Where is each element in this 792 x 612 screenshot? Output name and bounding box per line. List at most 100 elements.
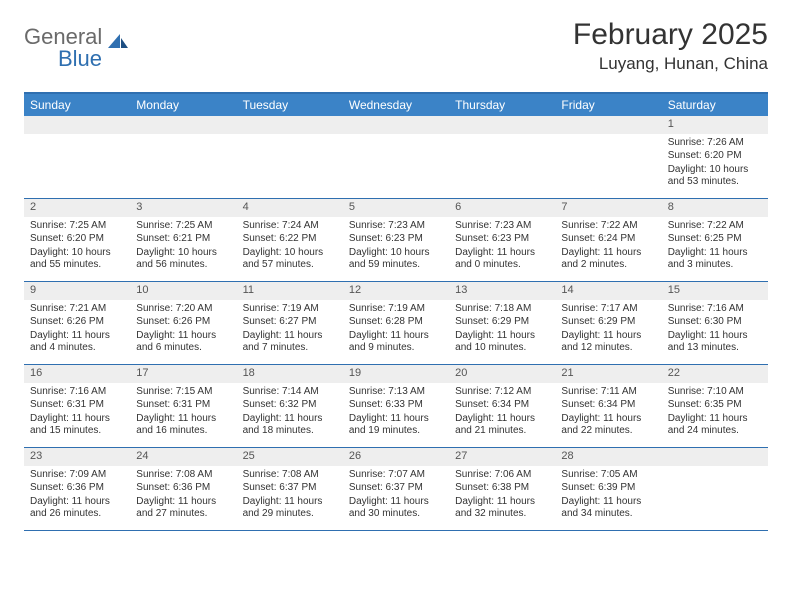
day-daylight: Daylight: 11 hours and 2 minutes.: [561, 247, 655, 272]
week-row: 2Sunrise: 7:25 AMSunset: 6:20 PMDaylight…: [24, 199, 768, 282]
day-sunset: Sunset: 6:20 PM: [668, 150, 762, 163]
day-sunset: Sunset: 6:39 PM: [561, 482, 655, 495]
day-number: .: [555, 116, 661, 134]
day-sunrise: Sunrise: 7:25 AM: [30, 220, 124, 233]
day-number: 9: [24, 282, 130, 300]
day-header-row: SundayMondayTuesdayWednesdayThursdayFrid…: [24, 94, 768, 116]
day-daylight: Daylight: 11 hours and 10 minutes.: [455, 330, 549, 355]
day-sunset: Sunset: 6:21 PM: [136, 233, 230, 246]
day-daylight: Daylight: 11 hours and 32 minutes.: [455, 496, 549, 521]
day-daylight: Daylight: 10 hours and 59 minutes.: [349, 247, 443, 272]
day-number: 13: [449, 282, 555, 300]
day-sunrise: Sunrise: 7:19 AM: [243, 303, 337, 316]
day-number: 1: [662, 116, 768, 134]
day-sunrise: Sunrise: 7:13 AM: [349, 386, 443, 399]
day-sunset: Sunset: 6:36 PM: [30, 482, 124, 495]
day-daylight: Daylight: 11 hours and 29 minutes.: [243, 496, 337, 521]
day-sunset: Sunset: 6:27 PM: [243, 316, 337, 329]
day-sunrise: Sunrise: 7:08 AM: [136, 469, 230, 482]
day-cell: 26Sunrise: 7:07 AMSunset: 6:37 PMDayligh…: [343, 448, 449, 530]
day-number: 17: [130, 365, 236, 383]
day-number: 23: [24, 448, 130, 466]
day-daylight: Daylight: 11 hours and 16 minutes.: [136, 413, 230, 438]
day-sunrise: Sunrise: 7:21 AM: [30, 303, 124, 316]
day-number: 20: [449, 365, 555, 383]
day-sunrise: Sunrise: 7:24 AM: [243, 220, 337, 233]
day-sunrise: Sunrise: 7:26 AM: [668, 137, 762, 150]
day-number: .: [343, 116, 449, 134]
day-cell: 3Sunrise: 7:25 AMSunset: 6:21 PMDaylight…: [130, 199, 236, 281]
day-number: 24: [130, 448, 236, 466]
day-cell: 15Sunrise: 7:16 AMSunset: 6:30 PMDayligh…: [662, 282, 768, 364]
day-sunrise: Sunrise: 7:20 AM: [136, 303, 230, 316]
day-cell: 19 Sunrise: 7:13 AMSunset: 6:33 PMDayligh…: [343, 365, 449, 447]
day-sunrise: Sunrise: 7:09 AM: [30, 469, 124, 482]
day-cell: 12Sunrise: 7:19 AMSunset: 6:28 PMDayligh…: [343, 282, 449, 364]
day-cell: 7Sunrise: 7:22 AMSunset: 6:24 PMDaylight…: [555, 199, 661, 281]
day-cell: .: [130, 116, 236, 198]
day-number: 16: [24, 365, 130, 383]
week-row: ......1Sunrise: 7:26 AMSunset: 6:20 PMDa…: [24, 116, 768, 199]
day-sunset: Sunset: 6:34 PM: [455, 399, 549, 412]
day-cell: 24Sunrise: 7:08 AMSunset: 6:36 PMDayligh…: [130, 448, 236, 530]
day-daylight: Daylight: 11 hours and 12 minutes.: [561, 330, 655, 355]
week-row: 23 Sunrise: 7:09 AMSunset: 6:36 PM Dayligh…: [24, 448, 768, 531]
day-daylight: Daylight: 11 hours and 6 minutes.: [136, 330, 230, 355]
day-daylight: Daylight: 11 hours and 19 minutes.: [349, 413, 443, 438]
day-header-cell: Wednesday: [343, 94, 449, 116]
day-sunrise: Sunrise: 7:10 AM: [668, 386, 762, 399]
day-cell: 6Sunrise: 7:23 AMSunset: 6:23 PMDaylight…: [449, 199, 555, 281]
day-sunset: Sunset: 6:35 PM: [668, 399, 762, 412]
day-sunset: Sunset: 6:38 PM: [455, 482, 549, 495]
day-cell: 1Sunrise: 7:26 AMSunset: 6:20 PMDaylight…: [662, 116, 768, 198]
day-daylight: Daylight: 11 hours and 21 minutes.: [455, 413, 549, 438]
day-number: 25: [237, 448, 343, 466]
day-daylight: Daylight: 11 hours and 0 minutes.: [455, 247, 549, 272]
day-header-cell: Tuesday: [237, 94, 343, 116]
day-sunrise: Sunrise: 7:25 AM: [136, 220, 230, 233]
day-header-cell: Saturday: [662, 94, 768, 116]
day-sunrise: Sunrise: 7:17 AM: [561, 303, 655, 316]
day-sunset: Sunset: 6:28 PM: [349, 316, 443, 329]
day-number: 11: [237, 282, 343, 300]
day-number: 12: [343, 282, 449, 300]
day-sunrise: Sunrise: 7:16 AM: [668, 303, 762, 316]
day-daylight: Daylight: 11 hours and 18 minutes.: [243, 413, 337, 438]
day-number: 28: [555, 448, 661, 466]
day-daylight: Daylight: 10 hours and 56 minutes.: [136, 247, 230, 272]
day-cell: 28Sunrise: 7:05 AMSunset: 6:39 PMDayligh…: [555, 448, 661, 530]
day-cell: 2Sunrise: 7:25 AMSunset: 6:20 PMDaylight…: [24, 199, 130, 281]
day-cell: .: [555, 116, 661, 198]
day-number: 15: [662, 282, 768, 300]
day-cell: 5Sunrise: 7:23 AMSunset: 6:23 PMDaylight…: [343, 199, 449, 281]
day-sunrise: Sunrise: 7:22 AM: [561, 220, 655, 233]
day-cell: .: [662, 448, 768, 530]
day-number: 19: [343, 365, 449, 383]
day-sunset: Sunset: 6:31 PM: [136, 399, 230, 412]
day-daylight: Daylight: 11 hours and 15 minutes.: [30, 413, 124, 438]
day-number: 5: [343, 199, 449, 217]
day-header-cell: Friday: [555, 94, 661, 116]
day-daylight: Daylight: 11 hours and 13 minutes.: [668, 330, 762, 355]
day-sunrise: Sunrise: 7:23 AM: [349, 220, 443, 233]
day-sunrise: Sunrise: 7:06 AM: [455, 469, 549, 482]
day-cell: 23Sunrise: 7:09 AMSunset: 6:36 PMDayligh…: [24, 448, 130, 530]
day-number: 8: [662, 199, 768, 217]
day-sunset: Sunset: 6:23 PM: [455, 233, 549, 246]
day-header-cell: Sunday: [24, 94, 130, 116]
day-daylight: Daylight: 11 hours and 34 minutes.: [561, 496, 655, 521]
day-sunset: Sunset: 6:20 PM: [30, 233, 124, 246]
day-cell: 21Sunrise: 7:11 AMSunset: 6:34 PMDayligh…: [555, 365, 661, 447]
day-sunset: Sunset: 6:29 PM: [455, 316, 549, 329]
day-sunrise: Sunrise: 7:19 AM: [349, 303, 443, 316]
day-sunset: Sunset: 6:26 PM: [136, 316, 230, 329]
day-sunrise: Sunrise: 7:14 AM: [243, 386, 337, 399]
day-sunset: Sunset: 6:25 PM: [668, 233, 762, 246]
day-cell: .: [237, 116, 343, 198]
day-number: 6: [449, 199, 555, 217]
day-sunset: Sunset: 6:31 PM: [30, 399, 124, 412]
day-sunset: Sunset: 6:32 PM: [243, 399, 337, 412]
day-cell: 17Sunrise: 7:15 AMSunset: 6:31 PMDayligh…: [130, 365, 236, 447]
day-sunset: Sunset: 6:33 PM: [349, 399, 443, 412]
day-cell: 27Sunrise: 7:06 AMSunset: 6:38 PMDayligh…: [449, 448, 555, 530]
